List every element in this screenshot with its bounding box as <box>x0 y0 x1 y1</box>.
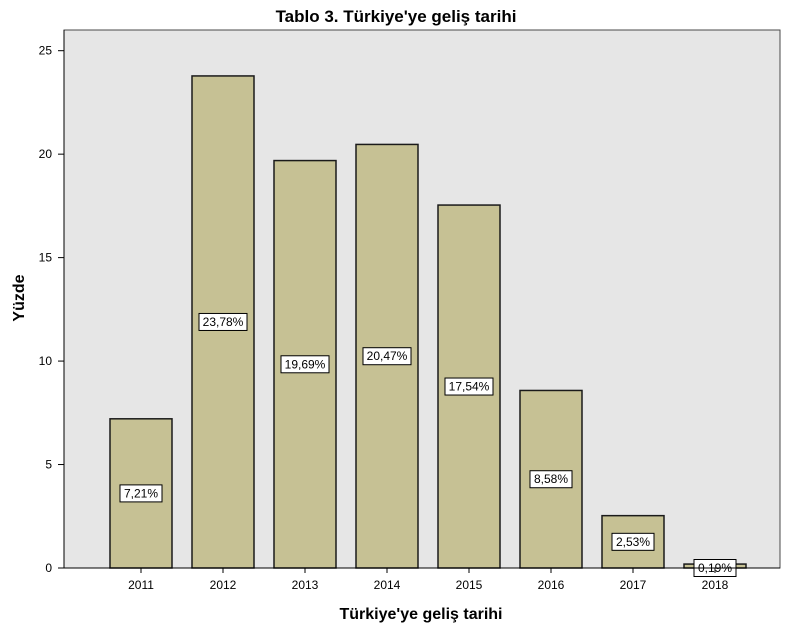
y-axis-title: Yüzde <box>11 274 28 321</box>
plot-area <box>63 29 781 569</box>
x-axis: 2011 2012 2013 2014 2015 2016 2017 2018 <box>64 567 780 592</box>
x-tick-label: 2017 <box>620 578 647 592</box>
y-axis: 0 5 10 15 20 25 <box>39 30 65 575</box>
data-label-text: 19,69% <box>285 357 326 371</box>
data-label-text: 2,53% <box>616 535 650 549</box>
x-tick-label: 2016 <box>538 578 565 592</box>
x-tick-label: 2012 <box>210 578 237 592</box>
data-label-box <box>362 347 412 366</box>
x-tick-label: 2015 <box>456 578 483 592</box>
y-tick-label: 5 <box>45 458 52 472</box>
data-label-box <box>611 532 655 551</box>
data-label-2016: 8,58% <box>529 470 573 489</box>
y-tick-label: 15 <box>39 251 53 265</box>
data-labels-layer: 7,21%23,78%19,69%20,47%17,54%8,58%2,53%0… <box>119 312 737 577</box>
data-label-box <box>119 484 163 503</box>
data-label-text: 17,54% <box>449 380 490 394</box>
x-tick-label: 2011 <box>128 578 154 592</box>
data-label-text: 8,58% <box>534 472 568 486</box>
data-label-box <box>198 312 248 331</box>
data-label-text: 7,21% <box>124 486 158 500</box>
chart-title: Tablo 3. Türkiye'ye geliş tarihi <box>276 7 517 26</box>
y-tick-label: 25 <box>39 44 53 58</box>
y-tick-label: 20 <box>39 147 53 161</box>
y-tick-label: 10 <box>39 354 53 368</box>
x-axis-title: Türkiye'ye geliş tarihi <box>340 606 503 623</box>
y-tick-label: 0 <box>45 561 52 575</box>
x-tick-label: 2013 <box>292 578 319 592</box>
data-label-text: 20,47% <box>367 349 408 363</box>
x-tick-label: 2018 <box>702 578 729 592</box>
data-label-box <box>529 470 573 489</box>
data-label-2014: 20,47% <box>362 347 412 366</box>
data-label-2012: 23,78% <box>198 312 248 331</box>
data-label-text: 23,78% <box>203 315 244 329</box>
data-label-box <box>444 377 494 396</box>
data-label-2011: 7,21% <box>119 484 163 503</box>
data-label-2013: 19,69% <box>280 355 330 374</box>
data-label-2015: 17,54% <box>444 377 494 396</box>
x-tick-label: 2014 <box>374 578 401 592</box>
data-label-box <box>280 355 330 374</box>
data-label-2017: 2,53% <box>611 532 655 551</box>
